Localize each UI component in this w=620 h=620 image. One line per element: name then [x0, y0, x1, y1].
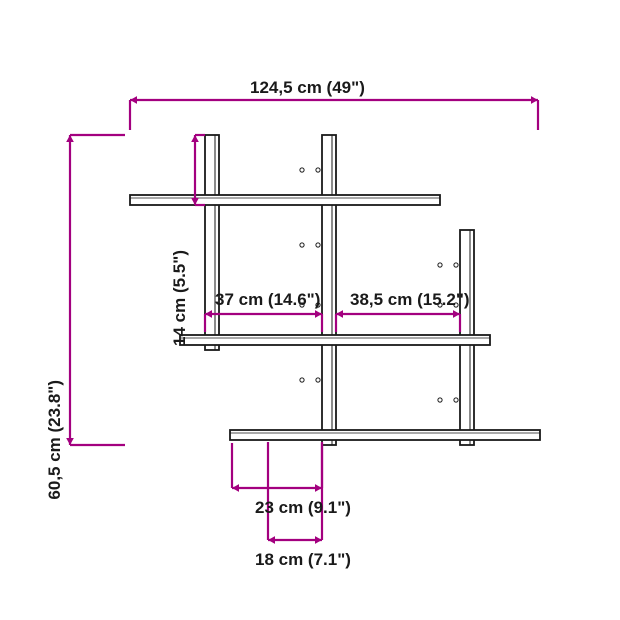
dim-37-label: 37 cm (14.6")	[215, 290, 320, 310]
dim-width-label: 124,5 cm (49")	[250, 78, 365, 98]
dim-23-label: 23 cm (9.1")	[255, 498, 351, 518]
dim-18-label: 18 cm (7.1")	[255, 550, 351, 570]
dim-height-label: 60,5 cm (23.8")	[45, 380, 65, 500]
dim-14-label: 14 cm (5.5")	[170, 250, 190, 346]
dim-385-label: 38,5 cm (15.2")	[350, 290, 470, 310]
